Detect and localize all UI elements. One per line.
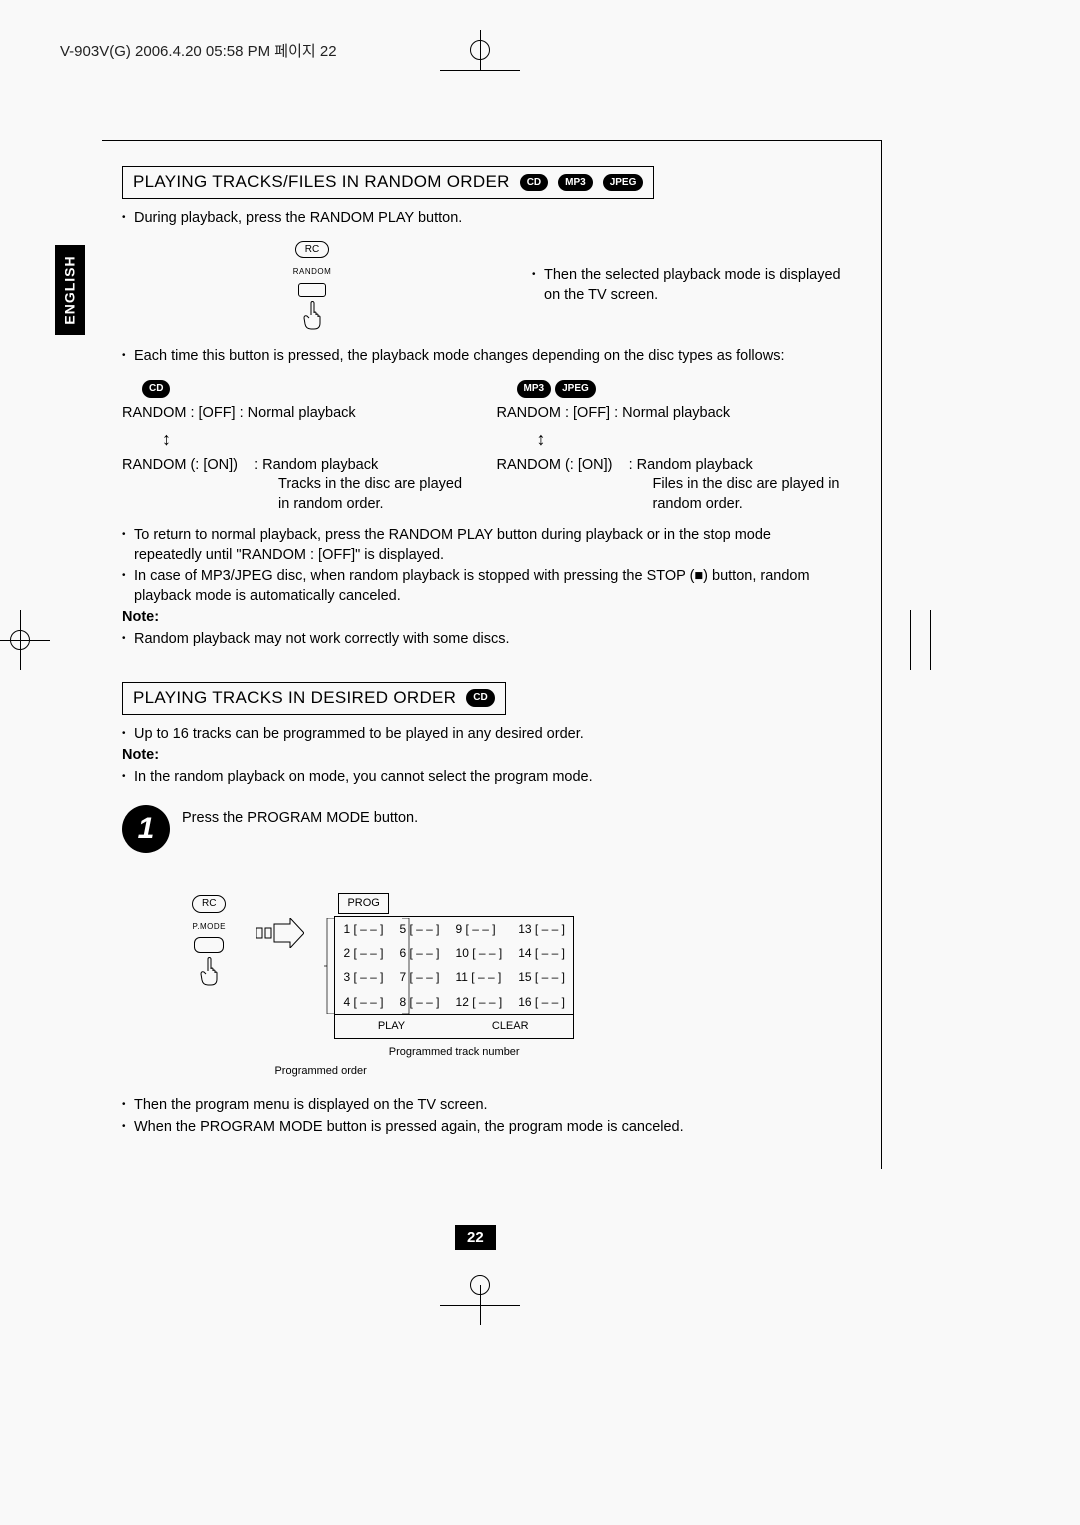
- slot: 7 [ – – ]: [391, 965, 447, 989]
- pmode-button-icon: [194, 937, 224, 953]
- hand-icon2: [197, 957, 221, 989]
- annot-order: Programmed order: [274, 1064, 573, 1079]
- remote-diagram: RC RANDOM: [293, 239, 332, 333]
- cd-off: RANDOM : [OFF] : Normal playback: [122, 404, 467, 424]
- pill-mp3b: MP3: [517, 380, 552, 398]
- s1-tv-note: Then the selected playback mode is displ…: [532, 266, 841, 305]
- slot: 1 [ – – ]: [335, 917, 392, 942]
- updown-icon2: ↕: [537, 427, 842, 451]
- slot: 11 [ – – ]: [448, 965, 511, 989]
- arrow-icon: [256, 918, 304, 948]
- updown-icon: ↕: [162, 427, 467, 451]
- mp3-on-desc: : Random playback: [629, 457, 753, 473]
- s1-bullet3: To return to normal playback, press the …: [122, 526, 841, 565]
- slot: 6 [ – – ]: [391, 941, 447, 965]
- crop-circle-bottom: [470, 1275, 490, 1295]
- s1-bullet4: In case of MP3/JPEG disc, when random pl…: [122, 567, 841, 606]
- prog-play: PLAY: [335, 1014, 448, 1038]
- prog-label: PROG: [338, 893, 388, 914]
- rc-pill: RC: [295, 241, 329, 259]
- section2-title: PLAYING TRACKS IN DESIRED ORDER: [133, 687, 456, 710]
- cd-on-desc: : Random playback: [254, 457, 378, 473]
- pmode-label: P.MODE: [192, 922, 226, 931]
- s1-bullet2: Each time this button is pressed, the pl…: [122, 347, 841, 367]
- slot: 4 [ – – ]: [335, 990, 392, 1015]
- prog-table-wrap: PROG 1 [ – – ] 5 [ – – ] 9 [ – – ] 13 [ …: [334, 893, 573, 1078]
- step-text: Press the PROGRAM MODE button.: [182, 805, 418, 829]
- step-number: 1: [122, 805, 170, 853]
- slot: 13 [ – – ]: [510, 917, 573, 942]
- page-number: 22: [455, 1225, 496, 1250]
- mp3-on-desc2: Files in the disc are played in random o…: [653, 475, 842, 514]
- annot-track: Programmed track number: [334, 1045, 573, 1060]
- cd-on-desc2: Tracks in the disc are played in random …: [278, 475, 467, 514]
- slot: 9 [ – – ]: [448, 917, 511, 942]
- pill-cd2: CD: [142, 380, 170, 398]
- slot: 2 [ – – ]: [335, 941, 392, 965]
- random-label: RANDOM: [293, 267, 332, 276]
- page-frame: PLAYING TRACKS/FILES IN RANDOM ORDER CD …: [102, 140, 882, 1169]
- cd-on: RANDOM (: [ON]): [122, 457, 238, 473]
- crop-circle-top: [470, 40, 490, 60]
- slot: 8 [ – – ]: [391, 990, 447, 1015]
- mp3-column: MP3 JPEG RANDOM : [OFF] : Normal playbac…: [497, 378, 842, 514]
- bracket-mid: [402, 918, 412, 1014]
- rc-pill2: RC: [192, 895, 226, 913]
- s2-note-label: Note:: [122, 746, 841, 766]
- s1-note-label: Note:: [122, 608, 841, 628]
- prog-clear: CLEAR: [448, 1014, 574, 1038]
- hand-icon: [300, 301, 324, 333]
- cd-column: CD RANDOM : [OFF] : Normal playback ↕ RA…: [122, 378, 467, 514]
- mp3-off: RANDOM : [OFF] : Normal playback: [497, 404, 842, 424]
- pill-jpeg: JPEG: [603, 174, 644, 192]
- mp3-on: RANDOM (: [ON]): [497, 457, 613, 473]
- slot: 14 [ – – ]: [510, 941, 573, 965]
- section2-title-box: PLAYING TRACKS IN DESIRED ORDER CD: [122, 682, 506, 715]
- pill-jpegb: JPEG: [555, 380, 596, 398]
- slot: 16 [ – – ]: [510, 990, 573, 1015]
- slot: 15 [ – – ]: [510, 965, 573, 989]
- section1-title-box: PLAYING TRACKS/FILES IN RANDOM ORDER CD …: [122, 166, 654, 199]
- pill-cd3: CD: [466, 689, 494, 707]
- s2-bullet3: When the PROGRAM MODE button is pressed …: [122, 1118, 841, 1138]
- bracket-left: [324, 918, 334, 1014]
- slot: 5 [ – – ]: [391, 917, 447, 942]
- slot: 12 [ – – ]: [448, 990, 511, 1015]
- s1-note-text: Random playback may not work correctly w…: [122, 630, 841, 650]
- remote-diagram-2: RC P.MODE: [192, 893, 226, 989]
- s2-note-text: In the random playback on mode, you cann…: [122, 768, 841, 788]
- s2-bullet1: Up to 16 tracks can be programmed to be …: [122, 725, 841, 745]
- file-header: V-903V(G) 2006.4.20 05:58 PM 페이지 22: [60, 40, 337, 61]
- s1-bullet1: During playback, press the RANDOM PLAY b…: [122, 209, 841, 229]
- pill-cd: CD: [520, 174, 548, 192]
- slot: 10 [ – – ]: [448, 941, 511, 965]
- section1-title: PLAYING TRACKS/FILES IN RANDOM ORDER: [133, 171, 510, 194]
- random-button-icon: [298, 283, 326, 297]
- pill-mp3: MP3: [558, 174, 593, 192]
- prog-table: 1 [ – – ] 5 [ – – ] 9 [ – – ] 13 [ – – ]…: [334, 916, 573, 1039]
- language-tab: ENGLISH: [55, 245, 85, 335]
- s2-bullet2: Then the program menu is displayed on th…: [122, 1096, 841, 1116]
- language-tab-label: ENGLISH: [62, 255, 78, 324]
- slot: 3 [ – – ]: [335, 965, 392, 989]
